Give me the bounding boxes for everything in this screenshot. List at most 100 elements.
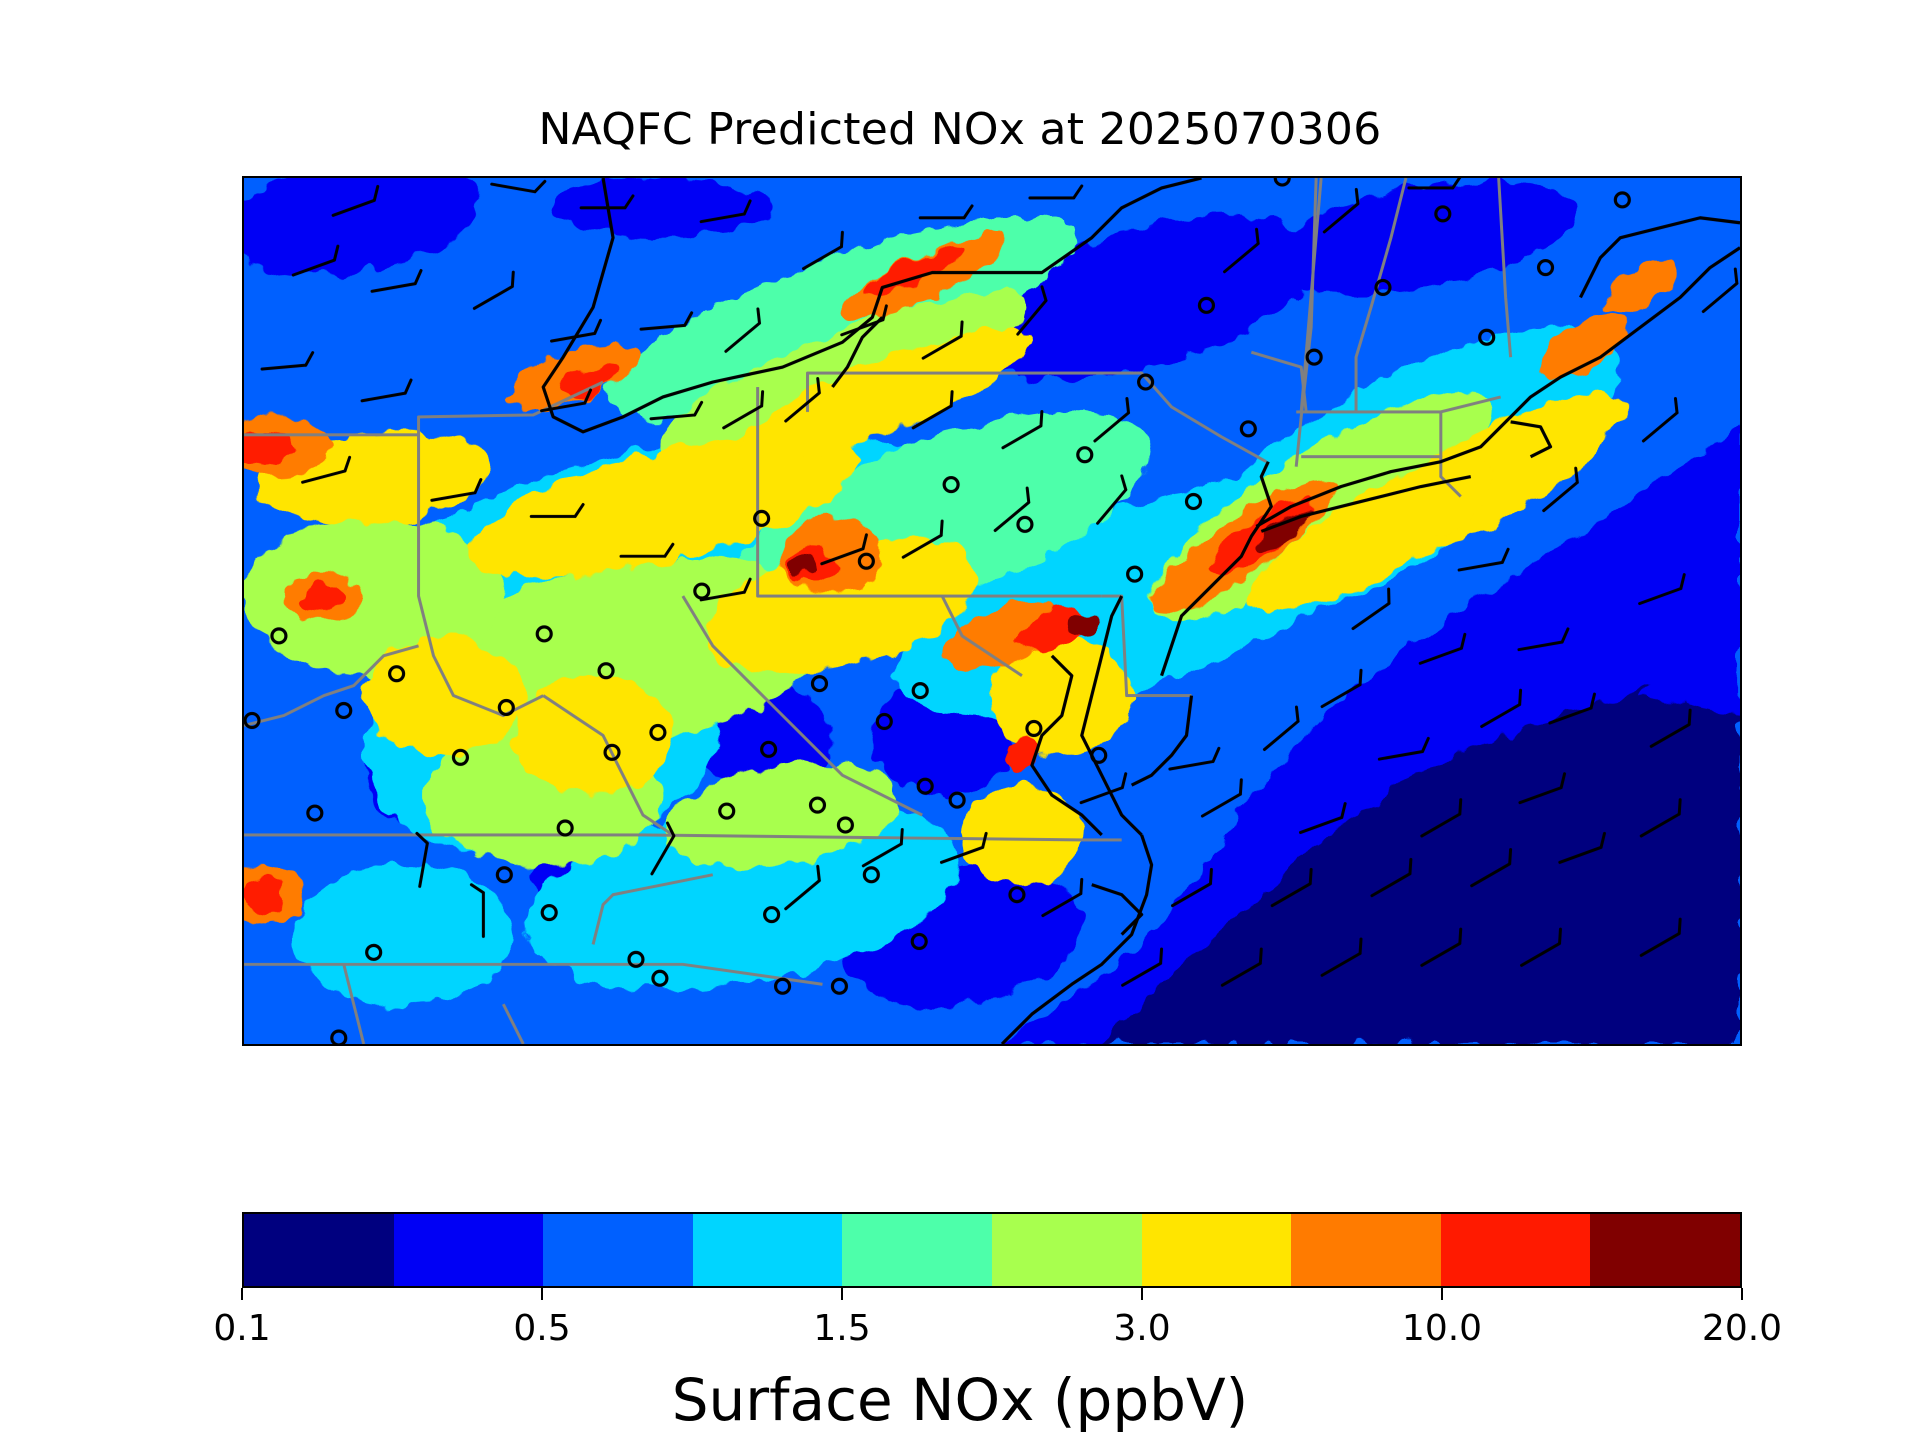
- wind-barb-icon: [1299, 802, 1347, 834]
- figure-title: NAQFC Predicted NOx at 2025070306: [538, 104, 1382, 155]
- state-border: [244, 380, 604, 437]
- wind-barb-icon: [1270, 867, 1313, 908]
- extreme-region: [1018, 610, 1086, 652]
- monitor-site-marker-icon: [244, 711, 261, 730]
- state-border: [756, 387, 1102, 598]
- monitor-site-marker-icon: [1126, 565, 1144, 583]
- wind-barb-icon: [619, 542, 675, 558]
- colorbar-segment: [244, 1214, 394, 1286]
- wind-barb-icon: [1028, 184, 1084, 200]
- wind-barb-icon: [784, 864, 821, 911]
- monitor-site-marker-icon: [330, 1029, 348, 1044]
- coastline: [1000, 834, 1154, 1044]
- colorbar-tick: [1141, 1288, 1143, 1300]
- wind-barb-icon: [784, 377, 821, 423]
- wind-barb-icon: [1517, 627, 1570, 652]
- colorbar-segment: [1590, 1214, 1740, 1286]
- colorbar-segment: [1141, 1214, 1292, 1286]
- colorbar-tick-label: 0.1: [213, 1308, 271, 1349]
- wind-barb-icon: [1041, 877, 1084, 918]
- state-border: [940, 595, 1023, 677]
- colorbar-segment: [692, 1214, 843, 1286]
- wind-barb-icon: [1638, 573, 1686, 606]
- wind-barb-icon: [260, 351, 315, 371]
- monitor-site-marker-icon: [603, 743, 621, 761]
- coastline: [1255, 246, 1740, 528]
- colorbar-tick-label: 10.0: [1401, 1308, 1483, 1349]
- elevated-region: [664, 761, 901, 869]
- extreme-region: [244, 428, 294, 465]
- wind-barb-icon: [415, 831, 429, 888]
- wind-barb-icon: [861, 828, 904, 868]
- colorbar-segment: [842, 1214, 992, 1286]
- colorbar: [242, 1212, 1742, 1288]
- monitor-site-marker-icon: [1613, 191, 1631, 209]
- peak-region: [1252, 510, 1310, 553]
- state-border: [1299, 178, 1323, 413]
- wind-barb-icon: [1649, 708, 1692, 748]
- ocean-lowest-region: [1101, 645, 1740, 1044]
- monitor-site-marker-icon: [597, 662, 615, 680]
- wind-barb-icon: [430, 478, 483, 502]
- colorbar-segment: [543, 1214, 693, 1286]
- peak-region: [1068, 617, 1096, 635]
- monitor-site-marker-icon: [1239, 420, 1257, 438]
- wind-barb-icon: [1407, 178, 1462, 190]
- wind-barb-icon: [1641, 397, 1679, 443]
- monitor-site-marker-icon: [540, 904, 558, 922]
- wind-barb-icon: [1351, 587, 1391, 631]
- wind-barb-icon: [1001, 410, 1044, 450]
- wind-barb-icon: [1520, 927, 1562, 967]
- elevated-region: [244, 516, 504, 676]
- high-region: [706, 537, 979, 675]
- state-border: [1250, 350, 1308, 413]
- wind-barb-icon: [469, 883, 485, 938]
- monitor-site-marker-icon: [718, 802, 736, 820]
- monitor-site-marker-icon: [693, 582, 711, 600]
- coastline: [1260, 475, 1472, 533]
- colorbar-title: Surface NOx (ppbV): [671, 1366, 1249, 1434]
- wind-barb-icon: [360, 378, 413, 403]
- coastline: [831, 316, 884, 388]
- wind-barb-icon: [579, 194, 635, 210]
- wind-barb-icon: [1370, 857, 1413, 898]
- monitor-site-marker-icon: [862, 866, 880, 884]
- monitor-site-marker-icon: [1478, 328, 1496, 346]
- wind-barb-icon: [1639, 917, 1682, 957]
- wind-barb-icon: [1548, 692, 1596, 725]
- wind-barb-icon: [939, 831, 988, 864]
- monitor-site-marker-icon: [651, 969, 669, 987]
- wind-barb-icon: [1322, 187, 1360, 234]
- wind-barb-icon: [1170, 867, 1213, 908]
- monitor-site-marker-icon: [836, 816, 854, 834]
- wind-barb-icon: [921, 320, 964, 360]
- high-region: [363, 635, 524, 756]
- wind-barb-icon: [370, 269, 423, 293]
- state-border: [342, 964, 366, 1044]
- extreme-region: [303, 582, 344, 611]
- colorbar-tick: [541, 1288, 543, 1300]
- wind-barb-icon: [650, 821, 676, 876]
- state-border: [1354, 178, 1408, 412]
- monitor-site-marker-icon: [1016, 515, 1034, 533]
- monitor-site-marker-icon: [942, 476, 960, 494]
- wind-barb-icon: [1220, 947, 1263, 987]
- colorbar-tick: [841, 1288, 843, 1300]
- wind-barb-icon: [1121, 947, 1164, 987]
- wind-barb-icon: [901, 519, 944, 559]
- state-borders: [244, 178, 1513, 1044]
- monitor-site-marker-icon: [910, 932, 928, 951]
- wind-barb-icon: [1470, 848, 1513, 888]
- monitor-site-marker-icon: [1025, 719, 1043, 738]
- coastline: [1160, 461, 1273, 677]
- monitor-site-marker-icon: [760, 740, 778, 758]
- state-border: [244, 644, 419, 727]
- monitor-site-marker-icon: [911, 682, 929, 700]
- monitor-site-marker-icon: [1090, 746, 1108, 764]
- wind-barb-icon: [1200, 778, 1243, 818]
- coastline: [1130, 695, 1194, 787]
- wind-barb-icon: [291, 244, 340, 277]
- state-border: [1101, 594, 1192, 698]
- wind-barb-icon: [1480, 688, 1523, 728]
- wind-barb-icon: [1418, 632, 1467, 665]
